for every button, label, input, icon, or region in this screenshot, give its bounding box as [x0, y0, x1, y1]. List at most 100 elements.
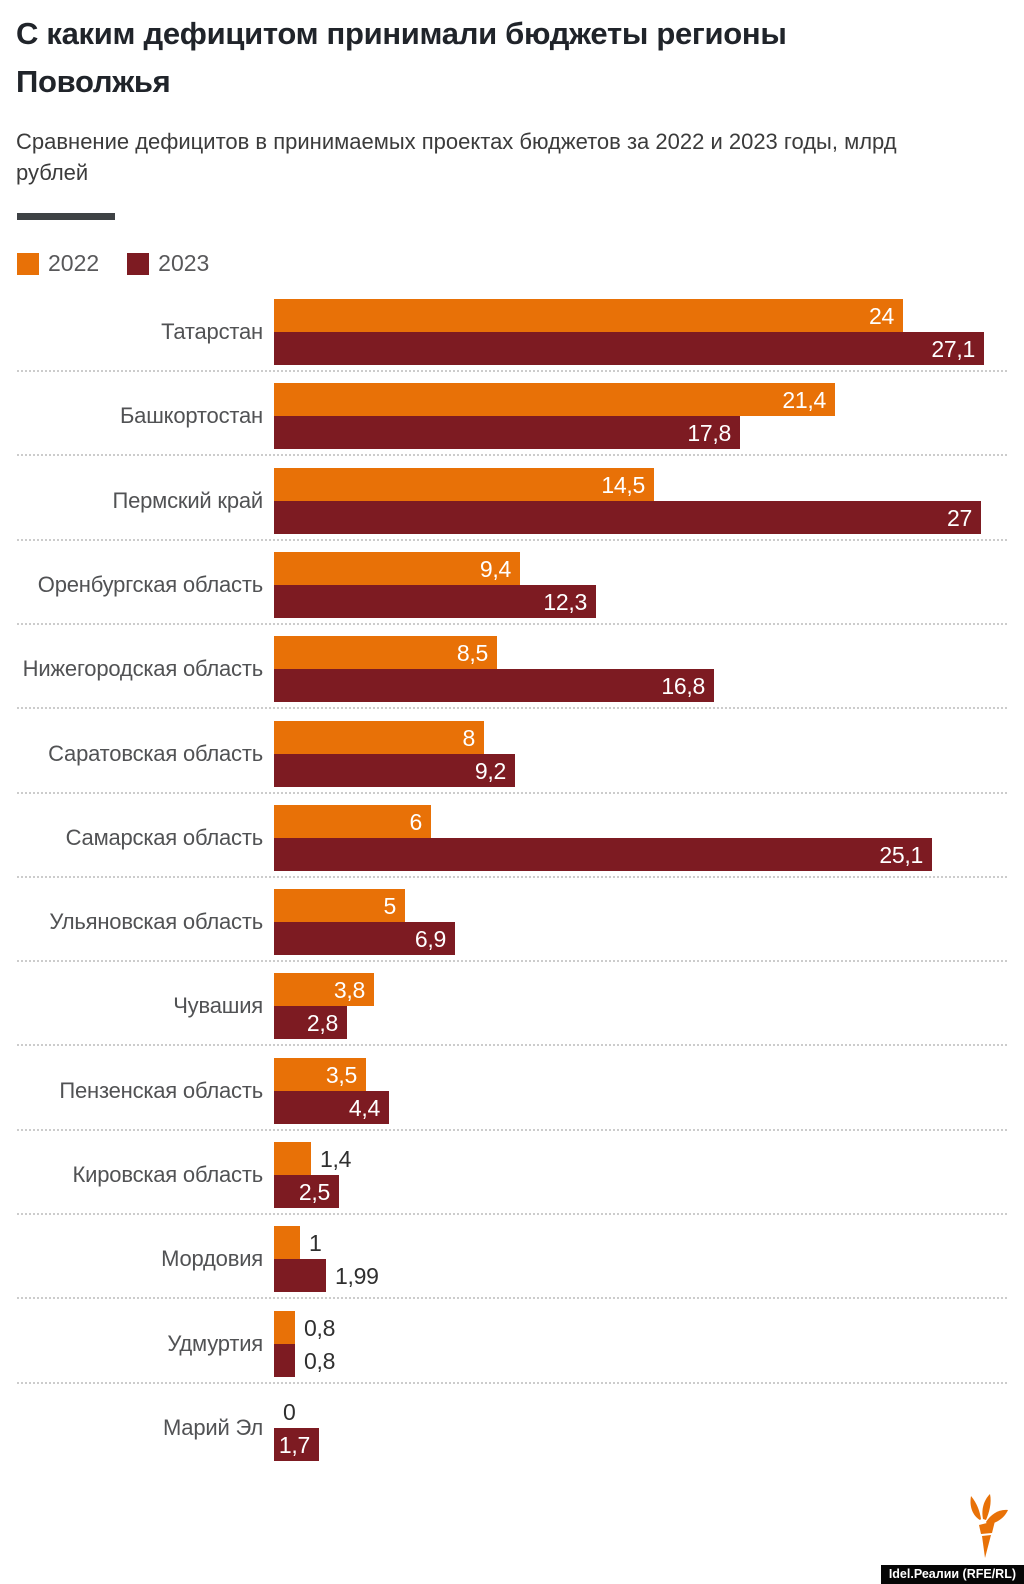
- legend-label: 2022: [48, 250, 100, 276]
- value-label-2022: 9,4: [479, 556, 511, 582]
- value-label-2022: 14,5: [601, 472, 645, 498]
- chart-row: Башкортостан 21,4 17,8: [0, 383, 1024, 467]
- value-label-2022: 24: [869, 303, 894, 329]
- row-separator: [17, 960, 1007, 962]
- row-separator: [17, 1213, 1007, 1215]
- chart-row: Марий Эл 1,7 0: [0, 1395, 1024, 1479]
- legend-swatch-2023: [127, 252, 150, 275]
- bar-2022: [274, 1142, 311, 1175]
- row-separator: [17, 707, 1007, 709]
- value-label-2022: 1: [309, 1230, 322, 1256]
- chart-row: Татарстан 24 27,1: [0, 299, 1024, 383]
- bar-2023: 27: [274, 501, 981, 534]
- page-subtitle: Сравнение дефицитов в принимаемых проект…: [16, 129, 897, 185]
- chart-row: Пермский край 14,5 27: [0, 468, 1024, 552]
- value-label-2022: 6: [409, 809, 423, 835]
- category-label: Башкортостан: [119, 403, 263, 428]
- bar-2023: 9,2: [274, 754, 515, 787]
- torch-flame: [970, 1494, 1008, 1558]
- bar-2023: 1,7: [274, 1428, 319, 1461]
- value-label-2023: 27: [947, 505, 972, 531]
- bar-2022: 14,5: [274, 468, 654, 501]
- value-label-2023: 6,9: [414, 926, 446, 952]
- value-label-2022: 1,4: [320, 1146, 352, 1172]
- bar-2023: 2,8: [274, 1006, 347, 1039]
- bar-2023: 16,8: [274, 669, 714, 702]
- value-label-2022: 0,8: [304, 1315, 336, 1341]
- bar-2022: 6: [274, 805, 431, 838]
- bar-2022: 3,5: [274, 1058, 366, 1091]
- legend: 2022 2023: [17, 250, 209, 277]
- bar-2022: [274, 1226, 300, 1259]
- value-label-2023: 9,2: [474, 758, 506, 784]
- row-separator: [17, 1129, 1007, 1131]
- category-label: Пензенская область: [59, 1078, 263, 1103]
- divider-bar: [17, 213, 115, 220]
- bar-2023: 2,5: [274, 1175, 339, 1208]
- category-label: Чувашия: [173, 993, 263, 1018]
- value-label-2023: 4,4: [348, 1095, 380, 1121]
- value-label-2023: 17,8: [687, 420, 731, 446]
- chart-row: Чувашия 3,8 2,8: [0, 973, 1024, 1057]
- value-label-2022: 3,8: [333, 977, 365, 1003]
- bar-2023: 17,8: [274, 416, 740, 449]
- bar-2022: 24: [274, 299, 903, 332]
- bar-2023: [274, 1344, 295, 1377]
- legend-label: 2023: [158, 250, 210, 276]
- bar-chart: Татарстан 24 27,1 Башкортостан 21,4 17,8…: [0, 299, 1024, 1479]
- category-label: Кировская область: [72, 1162, 264, 1187]
- chart-row: Нижегородская область 8,5 16,8: [0, 636, 1024, 720]
- bar-2022: 8,5: [274, 636, 497, 669]
- bar-2022: 21,4: [274, 383, 835, 416]
- page-title: С каким дефицитом принимали бюджеты реги…: [16, 16, 787, 99]
- chart-row: Пензенская область 3,5 4,4: [0, 1058, 1024, 1142]
- category-label: Ульяновская область: [49, 909, 263, 934]
- value-label-2023: 12,3: [543, 589, 587, 615]
- category-label: Удмуртия: [167, 1331, 263, 1356]
- value-label-2023: 27,1: [931, 336, 975, 362]
- bar-2023: 4,4: [274, 1091, 389, 1124]
- value-label-2022: 8: [462, 725, 476, 751]
- category-label: Мордовия: [161, 1246, 263, 1271]
- category-label: Пермский край: [112, 488, 263, 513]
- bar-2022: 5: [274, 889, 405, 922]
- value-label-2023: 25,1: [879, 842, 923, 868]
- value-label-2022: 0: [283, 1399, 296, 1425]
- value-label-2022: 21,4: [782, 387, 826, 413]
- chart-row: Саратовская область 8 9,2: [0, 721, 1024, 805]
- chart-row: Мордовия 1 1,99: [0, 1226, 1024, 1310]
- row-separator: [17, 539, 1007, 541]
- row-separator: [17, 623, 1007, 625]
- legend-item-2023: 2023: [127, 250, 209, 277]
- row-separator: [17, 876, 1007, 878]
- row-separator: [17, 792, 1007, 794]
- legend-item-2022: 2022: [17, 250, 99, 277]
- bar-2022: 8: [274, 721, 484, 754]
- category-label: Нижегородская область: [22, 656, 264, 681]
- row-separator: [17, 1297, 1007, 1299]
- bar-2022: 9,4: [274, 552, 520, 585]
- value-label-2023: 2,8: [306, 1010, 338, 1036]
- row-separator: [17, 370, 1007, 372]
- category-label: Оренбургская область: [37, 572, 263, 597]
- value-label-2022: 3,5: [325, 1062, 357, 1088]
- value-label-2023: 1,7: [278, 1432, 310, 1458]
- bar-2023: 25,1: [274, 838, 932, 871]
- value-label-2023: 2,5: [298, 1179, 330, 1205]
- row-separator: [17, 454, 1007, 456]
- value-label-2022: 8,5: [456, 640, 488, 666]
- source-badge: Idel.Реалии (RFE/RL): [880, 1565, 1024, 1584]
- rferl-torch-icon: [970, 1494, 1008, 1558]
- bar-2023: 6,9: [274, 922, 455, 955]
- bar-2023: [274, 1259, 326, 1292]
- value-label-2022: 5: [383, 893, 397, 919]
- value-label-2023: 16,8: [661, 673, 705, 699]
- value-label-2023: 0,8: [304, 1348, 336, 1374]
- legend-swatch-2022: [17, 252, 39, 275]
- bar-2022: 3,8: [274, 973, 374, 1006]
- chart-row: Оренбургская область 9,4 12,3: [0, 552, 1024, 636]
- row-separator: [17, 1044, 1007, 1046]
- category-label: Татарстан: [161, 319, 263, 344]
- row-separator: [17, 1382, 1007, 1384]
